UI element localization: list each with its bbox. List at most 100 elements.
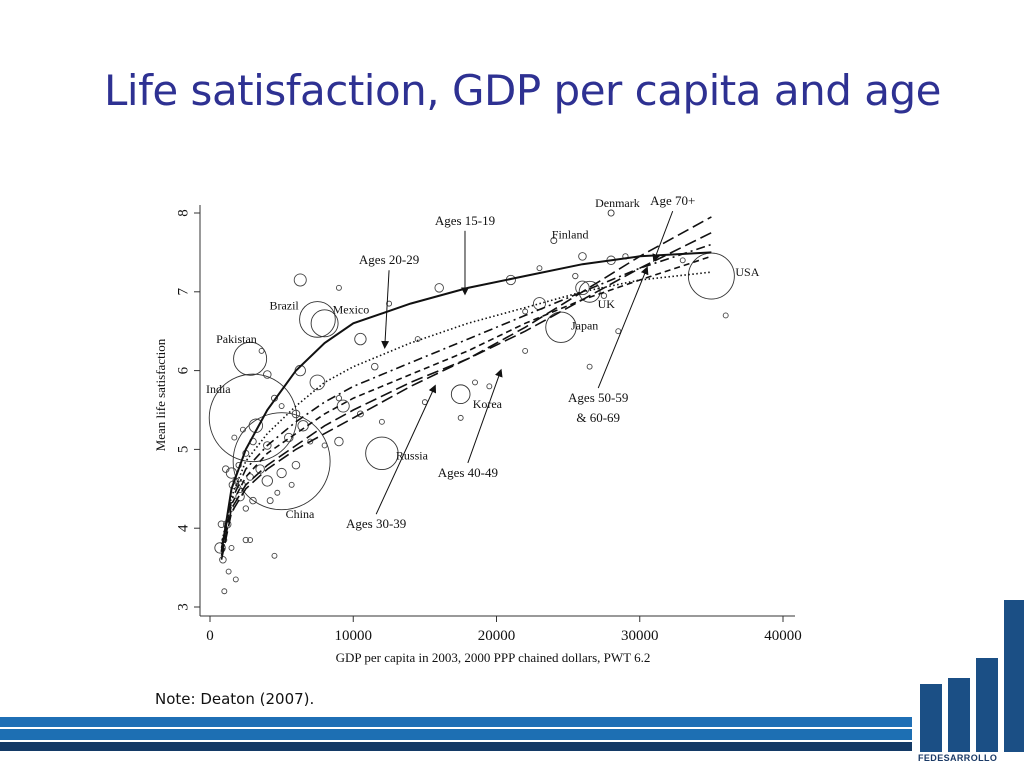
curve-age-70- [220, 216, 712, 560]
country-point [242, 536, 249, 544]
country-point [472, 379, 478, 386]
y-tick-label: 7 [175, 288, 191, 296]
y-tick-label: 5 [175, 446, 191, 454]
country-point [336, 399, 350, 413]
country-point [572, 272, 579, 280]
country-point [457, 414, 464, 421]
country-point [586, 363, 593, 370]
country-point [249, 496, 257, 505]
country-point [575, 280, 590, 296]
country-label-denmark: Denmark [595, 196, 640, 210]
country-label-usa: USA [735, 265, 759, 279]
country-point [276, 467, 287, 479]
country-point [578, 252, 587, 261]
country-point-mexico [310, 309, 339, 338]
country-point-usa [687, 252, 735, 300]
country-point [228, 544, 235, 551]
curve-ages-50-59-60-69 [220, 231, 712, 556]
country-point [309, 374, 326, 391]
y-tick-label: 8 [175, 209, 191, 217]
country-point [354, 332, 367, 346]
country-point [288, 481, 295, 488]
country-point [722, 312, 729, 319]
annotation-arrow [381, 270, 390, 349]
x-tick-label: 20000 [478, 628, 516, 644]
country-point [217, 520, 226, 529]
y-tick-label: 6 [175, 366, 191, 374]
country-point [284, 432, 294, 443]
country-point [219, 555, 227, 564]
country-point [293, 273, 307, 287]
annotation-ages-30-39: Ages 30-39 [346, 516, 406, 531]
country-point-uk [578, 280, 601, 303]
annotation-ages-50-59: Ages 50-59 [568, 390, 628, 405]
country-point [221, 588, 228, 595]
country-point [486, 383, 493, 390]
annotation--60-69: & 60-69 [576, 410, 620, 425]
curve-ages-15-19 [220, 251, 712, 552]
country-point [255, 464, 265, 474]
curve-ages-20-29 [220, 271, 712, 545]
y-tick-label: 3 [175, 603, 191, 611]
annotation-arrow [597, 266, 649, 389]
country-point [536, 265, 543, 272]
country-point [335, 284, 342, 291]
country-point-brazil [299, 301, 336, 338]
country-point [274, 489, 281, 496]
country-point-pakistan [233, 341, 268, 376]
country-point [522, 347, 529, 354]
country-point [225, 568, 232, 575]
x-tick-label: 0 [206, 628, 214, 644]
country-label-china: China [286, 507, 315, 521]
country-point [278, 403, 285, 410]
country-label-uk: UK [598, 297, 616, 311]
country-point [263, 370, 272, 379]
footer-band-middle [0, 729, 912, 740]
country-point-denmark [607, 209, 615, 217]
country-point [321, 442, 328, 449]
country-point [307, 438, 314, 445]
country-point [214, 542, 226, 554]
country-point [231, 434, 238, 441]
country-point [258, 347, 265, 354]
country-point [222, 465, 230, 473]
country-point [266, 497, 274, 505]
x-axis-label: GDP per capita in 2003, 2000 PPP chained… [336, 650, 651, 665]
country-point [263, 441, 272, 450]
footer-band-top [0, 717, 912, 727]
annotation-arrow [467, 368, 503, 464]
country-point [242, 505, 249, 512]
annotation-ages-20-29: Ages 20-29 [359, 252, 419, 267]
y-axis-label: Mean life satisfaction [153, 338, 168, 451]
annotation-arrow [652, 210, 674, 263]
country-point [334, 436, 344, 447]
country-point [271, 552, 278, 559]
footer-band-bottom [0, 742, 912, 751]
country-label-mexico: Mexico [333, 302, 370, 316]
country-label-pakistan: Pakistan [216, 332, 257, 346]
country-point-china [232, 412, 331, 511]
country-point [291, 460, 301, 470]
logo-text: FEDESARROLLO [918, 753, 998, 763]
country-label-korea: Korea [473, 397, 503, 411]
country-point-russia [365, 436, 399, 471]
y-tick-label: 4 [175, 524, 191, 532]
country-label-russia: Russia [396, 448, 429, 462]
annotation-ages-40-49: Ages 40-49 [438, 465, 498, 480]
slide-title: Life satisfaction, GDP per capita and ag… [104, 66, 941, 115]
x-tick-label: 30000 [621, 628, 659, 644]
annotation-arrow [375, 384, 437, 515]
country-point [335, 395, 343, 402]
country-point [247, 537, 254, 543]
country-label-brazil: Brazil [269, 298, 299, 312]
x-tick-label: 10000 [335, 628, 373, 644]
curve-ages-30-39 [220, 243, 712, 549]
country-point [679, 257, 686, 264]
annotation-age-70-: Age 70+ [650, 193, 695, 208]
x-tick-label: 40000 [764, 628, 802, 644]
country-label-india: India [206, 382, 231, 396]
country-label-finland: Finland [552, 228, 589, 242]
country-point [378, 418, 385, 425]
fedesarrollo-logo-icon [920, 600, 1024, 752]
